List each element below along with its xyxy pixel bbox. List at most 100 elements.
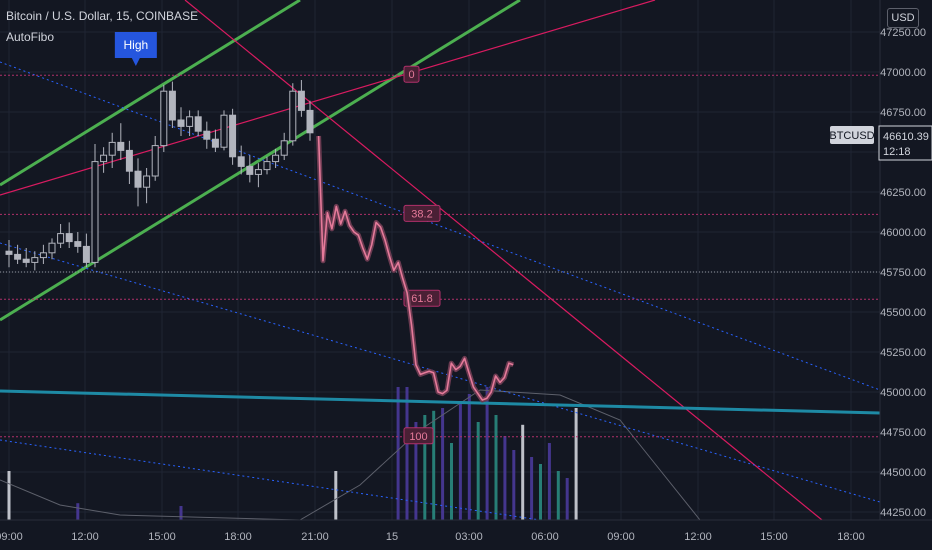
channel-upper-line	[0, 0, 301, 187]
candle-body	[211, 138, 219, 148]
candle-body	[229, 114, 237, 158]
volume-bar	[574, 408, 578, 520]
trendlines	[0, 0, 881, 521]
candle-body	[160, 90, 168, 147]
x-tick-label: 09:00	[607, 531, 635, 543]
candle-body	[48, 242, 56, 254]
blue-dotted-line	[0, 242, 881, 503]
magenta-trend-line	[0, 0, 656, 196]
candle-body	[246, 165, 254, 175]
fib-label-box	[403, 289, 441, 307]
candle-body	[91, 161, 99, 263]
x-tick-label: 15	[386, 531, 398, 543]
candle-body	[194, 116, 202, 132]
y-tick-label: 45250.00	[880, 347, 926, 359]
indicator-label[interactable]: AutoFibo	[6, 30, 55, 44]
volume-bar	[512, 450, 516, 520]
volume-bar	[334, 471, 338, 520]
high-marker-label: High	[124, 38, 149, 52]
fib-level-label: 61.8	[411, 293, 432, 305]
symbol-tag-box	[830, 126, 874, 144]
symbol-tag-label: BTCUSD	[829, 130, 874, 142]
candle-body	[272, 154, 280, 163]
candle-body	[186, 116, 194, 127]
candle-body	[22, 258, 30, 263]
symbol-title: Bitcoin / U.S. Dollar, 15, COINBASE	[6, 9, 199, 23]
candle-body	[65, 233, 73, 243]
x-tick-label: 21:00	[301, 531, 329, 543]
candle-body	[263, 161, 271, 171]
candle-body	[14, 253, 22, 260]
x-tick-label: 03:00	[455, 531, 483, 543]
blue-dotted-line	[0, 61, 881, 391]
candle-body	[108, 141, 116, 156]
volume-bar	[494, 415, 498, 520]
candle-body	[39, 252, 47, 259]
volume-bar	[547, 443, 551, 520]
x-tick-label: 12:00	[71, 531, 99, 543]
candle-body	[74, 241, 82, 247]
currency-button[interactable]: USD	[887, 8, 919, 28]
fib-level-label: 100	[409, 431, 427, 443]
candle-body	[289, 90, 297, 142]
fib-label-box	[403, 65, 420, 83]
candle-body	[31, 257, 39, 263]
price-tag: BTCUSD 46610.39 12:18	[829, 125, 932, 161]
annotations: High	[114, 32, 157, 66]
candle-body	[143, 175, 151, 188]
y-tick-label: 44500.00	[880, 467, 926, 479]
volume-bar	[458, 401, 462, 520]
candle-body	[57, 233, 65, 244]
candle-body	[125, 149, 133, 172]
fib-levels: 0 38.2 61.8 100	[0, 65, 880, 445]
volume-bar	[485, 387, 489, 520]
y-tick-label: 46000.00	[880, 227, 926, 239]
x-tick-label: 09:00	[0, 531, 23, 543]
volume-ma-line	[0, 389, 701, 521]
volume-bar	[530, 457, 534, 520]
candle-body	[297, 90, 305, 111]
volume-bar	[450, 443, 453, 520]
y-tick-label: 44250.00	[880, 507, 926, 519]
candle-body	[151, 145, 159, 177]
volume-bar	[432, 410, 436, 520]
volume-bar	[396, 387, 400, 520]
candle-body	[168, 90, 176, 121]
volume-bar	[521, 424, 525, 520]
volume-bar	[76, 503, 80, 520]
high-marker	[114, 32, 157, 66]
candle-body	[237, 156, 245, 167]
price-tag-countdown: 12:18	[883, 146, 911, 158]
x-tick-label: 06:00	[531, 531, 559, 543]
blue-dotted-line	[0, 439, 541, 521]
volume-bar	[423, 415, 427, 520]
volume-bar	[476, 422, 480, 520]
y-tick-label: 47000.00	[880, 67, 926, 79]
candle-body	[177, 119, 185, 127]
candle-body	[306, 109, 314, 134]
volume-bar	[414, 422, 418, 520]
magenta-down-line	[184, 0, 823, 521]
y-tick-label: 46250.00	[880, 187, 926, 199]
candle-body	[134, 170, 142, 188]
y-tick-label: 45000.00	[880, 387, 926, 399]
candle-body	[203, 130, 211, 140]
volume-bar	[179, 506, 183, 520]
candle-body	[117, 141, 125, 151]
grid	[0, 0, 880, 520]
y-tick-label: 44750.00	[880, 427, 926, 439]
x-tick-label: 15:00	[148, 531, 176, 543]
y-tick-label: 47250.00	[880, 27, 926, 39]
fib-level-label: 38.2	[411, 208, 432, 220]
y-tick-label: 45750.00	[880, 267, 926, 279]
volume-bar	[441, 408, 445, 520]
candle-body	[280, 140, 288, 156]
candlesticks	[5, 80, 314, 271]
candle-body	[254, 169, 262, 175]
fib-label-box	[403, 427, 434, 445]
teal-line	[0, 389, 881, 415]
candle-body	[5, 250, 13, 255]
fib-level-label: 0	[408, 69, 414, 81]
